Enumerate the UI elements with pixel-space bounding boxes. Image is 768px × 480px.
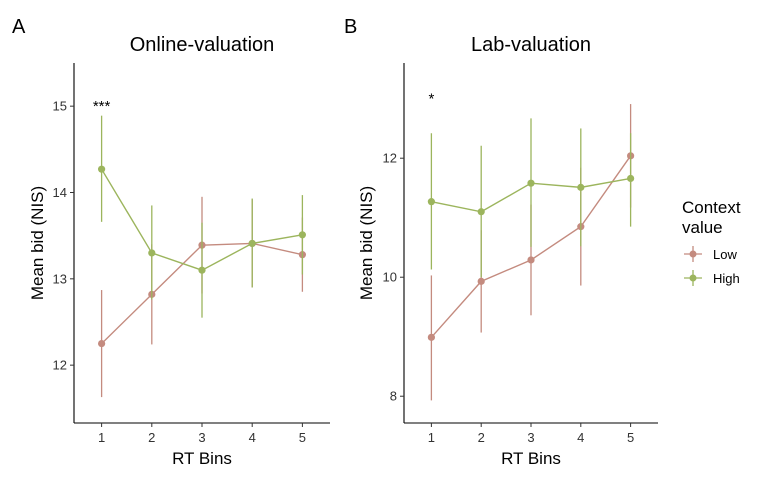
legend-item-low: Low — [684, 246, 737, 262]
panel-a-y-tick-label: 14 — [53, 185, 67, 200]
panel-b: B Lab-valuation RT Bins Mean bid (NIS) 8… — [344, 16, 658, 468]
panel-a-title: Online-valuation — [130, 34, 275, 56]
legend-title-line2: value — [682, 218, 723, 237]
panel-b-series-high-point — [427, 198, 435, 206]
panel-b-series-low-point — [427, 333, 435, 341]
panel-b-series-low-point — [527, 256, 535, 264]
panel-b-y-axis-title: Mean bid (NIS) — [357, 186, 376, 300]
panel-b-y-tick-label: 8 — [390, 389, 397, 404]
panel-a-series-low-point — [98, 339, 106, 348]
panel-a-series-high-point — [198, 266, 206, 274]
panel-a-significance-annotation: *** — [93, 98, 111, 115]
panel-a-series-high-point — [148, 249, 156, 257]
panel-a-y-axis-title: Mean bid (NIS) — [28, 186, 47, 300]
legend-high-label: High — [713, 271, 740, 286]
panel-b-y-tick-label: 10 — [383, 270, 397, 285]
panel-b-x-tick-label: 5 — [627, 430, 634, 445]
panel-b-x-axis-title: RT Bins — [501, 449, 561, 468]
legend-item-high: High — [684, 270, 740, 286]
panel-a-letter: A — [12, 16, 26, 38]
panel-b-title: Lab-valuation — [471, 34, 591, 56]
panel-a-y-tick-label: 12 — [53, 358, 67, 373]
panel-b-significance-annotation: * — [428, 91, 434, 108]
panel-a-x-tick-label: 3 — [198, 430, 205, 445]
panel-b-x-tick-label: 1 — [428, 430, 435, 445]
panel-b-x-tick-label: 3 — [527, 430, 534, 445]
panel-b-series-high-point — [577, 183, 585, 191]
panel-b-x-tick-label: 4 — [577, 430, 584, 445]
panel-b-x-tick-label: 2 — [478, 430, 485, 445]
panel-a-x-tick-label: 5 — [299, 430, 306, 445]
panel-a: A Online-valuation RT Bins Mean bid (NIS… — [12, 16, 330, 468]
panel-b-series-high-point — [527, 179, 535, 187]
panel-a-x-axis-title: RT Bins — [172, 449, 232, 468]
legend: Context value Low High — [682, 198, 741, 286]
panel-b-series-low-point — [477, 277, 485, 285]
panel-a-x-tick-label: 2 — [148, 430, 155, 445]
panel-a-series-high-point — [298, 231, 306, 239]
panel-a-y-tick-label: 15 — [53, 99, 67, 114]
legend-title-line1: Context — [682, 198, 741, 217]
legend-high-marker — [689, 274, 697, 282]
panel-a-x-tick-label: 4 — [249, 430, 256, 445]
panel-a-series-high-point — [98, 165, 106, 173]
panel-a-series-high-point — [248, 239, 256, 248]
panel-b-y-tick-label: 12 — [383, 151, 397, 166]
legend-low-label: Low — [713, 247, 737, 262]
panel-a-y-tick-label: 13 — [53, 271, 67, 286]
panel-b-series-high-point — [477, 208, 485, 216]
panel-b-series-high-point — [627, 174, 635, 183]
panel-a-x-tick-label: 1 — [98, 430, 105, 445]
panel-b-letter: B — [344, 16, 357, 38]
legend-low-marker — [689, 250, 697, 258]
